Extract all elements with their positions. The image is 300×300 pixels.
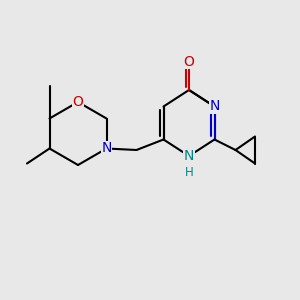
Text: O: O xyxy=(73,95,83,109)
Text: N: N xyxy=(184,149,194,163)
Text: O: O xyxy=(184,55,194,68)
Text: N: N xyxy=(209,100,220,113)
Text: H: H xyxy=(185,166,194,179)
Text: N: N xyxy=(101,142,112,155)
